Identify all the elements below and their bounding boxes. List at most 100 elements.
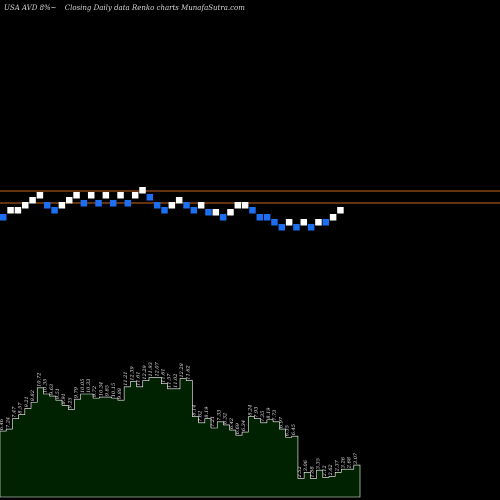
- brick-27: [197, 202, 205, 209]
- volume-label-27: 11.57: [167, 373, 173, 388]
- brick-39: [285, 219, 293, 226]
- brick-26: [190, 207, 198, 214]
- volume-label-44: 7.73: [272, 410, 278, 421]
- brick-14: [102, 192, 110, 199]
- brick-15: [109, 200, 117, 207]
- volume-label-56: 2.68: [347, 457, 353, 469]
- volume-series: [0, 377, 361, 498]
- volume-label-21: 12.39: [129, 366, 135, 381]
- volume-label-26: 11.61: [160, 368, 166, 382]
- brick-32: [234, 202, 242, 209]
- volume-label-36: 6.32: [223, 413, 229, 424]
- volume-label-51: 3.35: [316, 458, 322, 469]
- volume-label-24: 11.93: [148, 362, 154, 376]
- brick-29: [212, 209, 220, 216]
- brick-42: [307, 224, 315, 231]
- volume-label-47: 6.45: [291, 424, 297, 435]
- volume-label-4: 9.21: [24, 396, 30, 407]
- volume-label-52: 2.12: [322, 465, 328, 477]
- brick-45: [329, 214, 337, 221]
- brick-6: [43, 202, 51, 209]
- volume-label-14: 10.33: [86, 379, 92, 393]
- volume-label-10: 8.91: [61, 393, 67, 404]
- brick-23: [168, 202, 176, 209]
- volume-label-7: 10.35: [43, 379, 49, 393]
- volume-label-13: 10.05: [80, 379, 86, 393]
- chart-header: USA AVD 8%~ Closing Daily data Renko cha…: [4, 4, 245, 12]
- volume-label-6: 10.72: [36, 372, 42, 386]
- brick-8: [58, 202, 66, 209]
- brick-40: [293, 224, 300, 231]
- brick-46: [337, 207, 344, 214]
- brick-11: [80, 200, 88, 207]
- volume-label-53: 2.62: [328, 464, 334, 476]
- volume-label-40: 8.24: [247, 405, 253, 416]
- volume-label-34: 7.21: [210, 416, 216, 427]
- volume-label-38: 6.69: [235, 422, 241, 434]
- volume-label-33: 8.19: [204, 406, 210, 418]
- volume-label-41: 7.93: [254, 407, 260, 418]
- brick-20: [146, 194, 154, 201]
- brick-35: [256, 214, 264, 221]
- brick-31: [227, 209, 234, 216]
- brick-10: [73, 192, 80, 199]
- volume-label-23: 12.29: [142, 364, 148, 379]
- volume-label-45: 6.97: [278, 416, 284, 428]
- brick-7: [51, 207, 58, 214]
- brick-19: [139, 187, 146, 194]
- chart-subtitle: Closing Daily data Renko charts MunafaSu…: [65, 4, 245, 12]
- brick-0: [0, 214, 7, 221]
- volume-label-3: 8.57: [18, 402, 24, 414]
- volume-label-43: 8.19: [266, 407, 272, 419]
- volume-label-25: 12.07: [154, 361, 160, 376]
- volume-label-18: 10.15: [111, 383, 117, 397]
- volume-label-46: 6.35: [285, 425, 291, 436]
- volume-label-31: 8.14: [192, 405, 198, 416]
- volume-label-37: 6.42: [229, 418, 235, 429]
- brick-12: [87, 192, 95, 199]
- volume-label-55: 3.26: [340, 456, 346, 468]
- brick-28: [205, 209, 212, 216]
- brick-43: [315, 219, 322, 226]
- volume-label-12: 9.79: [74, 386, 80, 398]
- volume-label-29: 12.28: [179, 363, 185, 377]
- brick-41: [300, 219, 308, 226]
- volume-label-2: 7.47: [12, 406, 18, 418]
- brick-37: [271, 219, 278, 226]
- brick-30: [219, 214, 227, 221]
- brick-25: [183, 202, 190, 209]
- brick-1: [7, 207, 14, 214]
- volume-label-1: 7.24: [5, 417, 11, 428]
- volume-label-5: 8.82: [30, 390, 36, 401]
- brick-21: [153, 202, 161, 209]
- brick-36: [263, 214, 271, 221]
- brick-9: [65, 197, 73, 204]
- volume-label-11: 9.25: [67, 397, 73, 408]
- volume-label-9: 9.51: [55, 388, 61, 399]
- volume-label-42: 7.35: [260, 411, 266, 422]
- volume-label-48: 2.52: [297, 466, 303, 478]
- brick-13: [95, 200, 102, 207]
- volume-label-20: 11.21: [123, 371, 129, 385]
- volume-label-30: 11.62: [185, 365, 191, 379]
- volume-label-57: 3.07: [353, 452, 359, 464]
- volume-label-19: 9.88: [117, 388, 123, 399]
- volume-label-54: 2.37: [334, 459, 340, 472]
- volume-label-16: 10.34: [98, 382, 104, 396]
- volume-label-0: 6.46: [0, 418, 5, 430]
- brick-17: [124, 200, 132, 207]
- volume-label-17: 9.85: [105, 385, 111, 396]
- volume-label-28: 11.02: [173, 374, 179, 388]
- brick-16: [117, 192, 124, 199]
- brick-3: [21, 202, 29, 209]
- volume-label-15: 9.72: [92, 386, 98, 397]
- ticker-label: USA AVD 8%~: [4, 4, 57, 12]
- brick-38: [278, 224, 286, 231]
- volume-label-22: 11.61: [136, 371, 142, 385]
- renko-bricks: [0, 187, 344, 231]
- volume-label-35: 7.33: [216, 410, 222, 421]
- volume-label-8: 9.63: [49, 384, 55, 395]
- brick-18: [131, 192, 139, 199]
